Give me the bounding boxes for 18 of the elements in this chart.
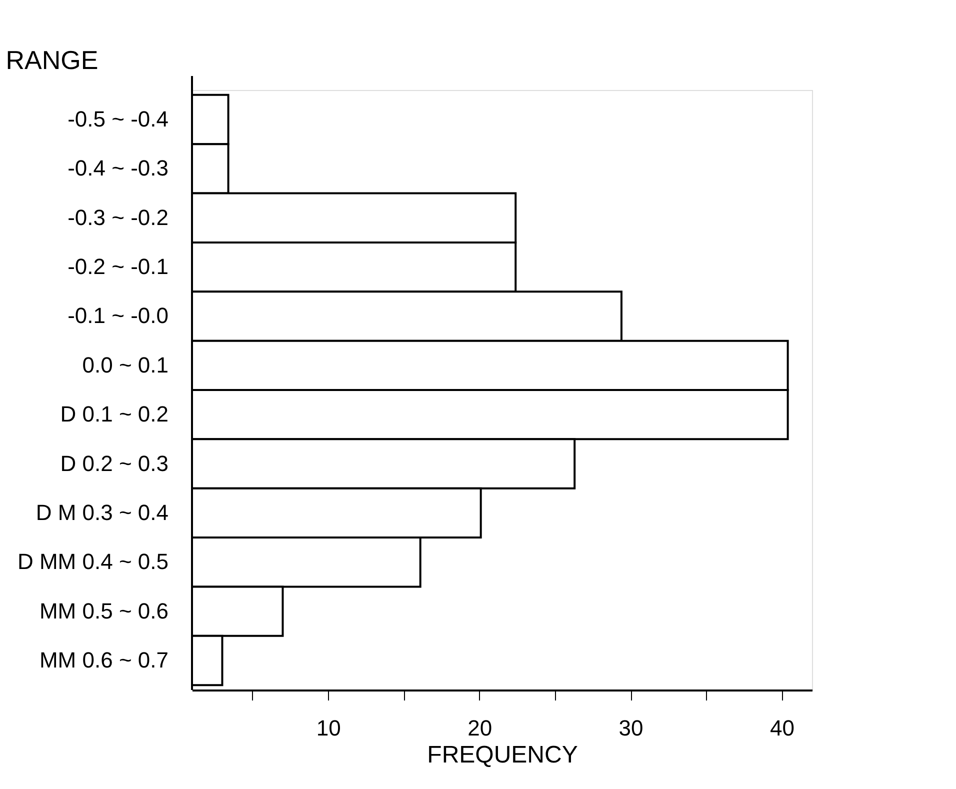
x-tick-label: 10 (316, 716, 341, 740)
y-tick-label: D 0.1 ~ 0.2 (60, 402, 168, 427)
y-tick-label: -0.1 ~ -0.0 (68, 303, 168, 328)
y-tick-label: D MM 0.4 ~ 0.5 (17, 549, 168, 574)
y-tick-label: 0.0 ~ 0.1 (82, 352, 168, 378)
y-axis-title: RANGE (6, 45, 98, 75)
x-tick-label: 30 (618, 716, 644, 740)
x-tick-label: 20 (468, 716, 492, 740)
y-tick-label: MM 0.5 ~ 0.6 (39, 598, 168, 624)
y-tick-label: D M 0.3 ~ 0.4 (36, 500, 168, 525)
x-axis-title: FREQUENCY (427, 742, 578, 768)
y-tick-label: -0.5 ~ -0.4 (68, 106, 168, 132)
y-tick-label: D 0.2 ~ 0.3 (60, 450, 168, 476)
y-tick-label: MM 0.6 ~ 0.7 (39, 647, 168, 672)
y-tick-label: -0.3 ~ -0.2 (68, 204, 168, 230)
y-tick-label: -0.2 ~ -0.1 (68, 254, 168, 280)
x-tick-label: 40 (770, 716, 794, 740)
y-tick-label: -0.4 ~ -0.3 (68, 156, 168, 181)
